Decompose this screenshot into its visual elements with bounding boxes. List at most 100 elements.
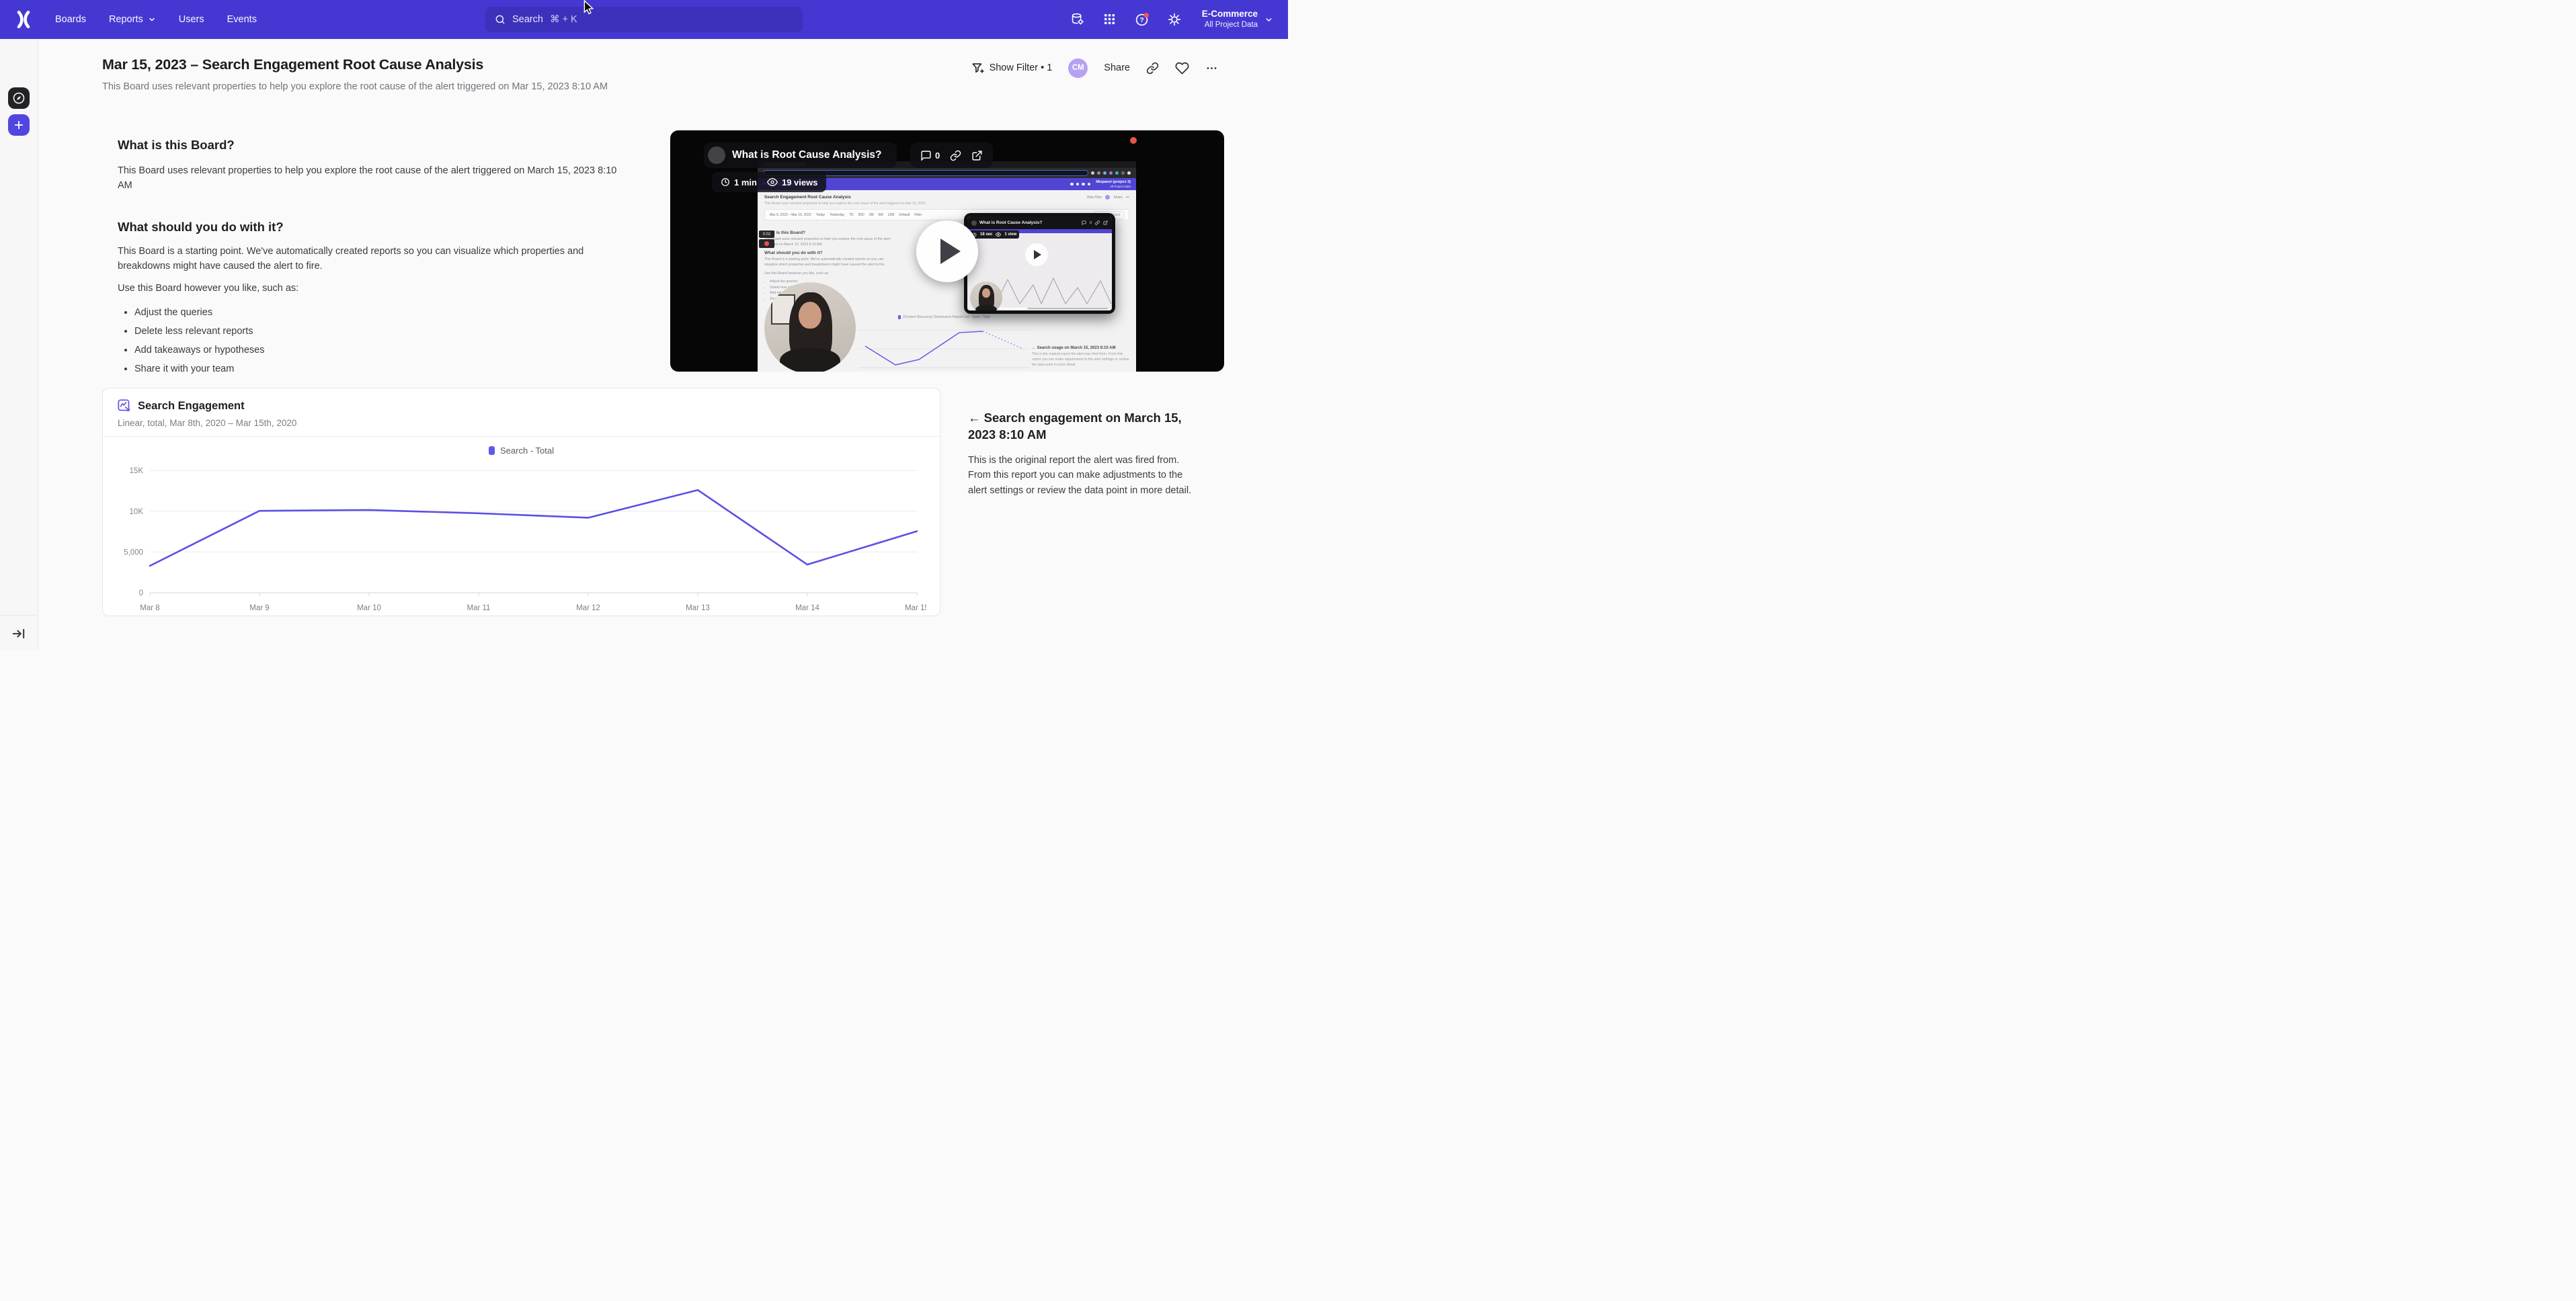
show-filter-button[interactable]: Show Filter • 1 — [971, 62, 1052, 74]
mixpanel-logo-icon[interactable] — [15, 11, 32, 28]
discover-boards-button[interactable] — [8, 87, 30, 109]
play-button[interactable] — [916, 220, 978, 282]
svg-text:Mar 15: Mar 15 — [905, 604, 926, 612]
svg-text:10K: 10K — [130, 508, 144, 516]
main-menu: Boards Reports Users Events — [55, 14, 257, 25]
engagement-chart: 0 5,000 10K 15K Mar 8 Mar 9 Mar 10 Mar 11 Mar 12… — [124, 467, 926, 612]
project-scope: All Project Data — [1204, 21, 1258, 30]
svg-text:Mar 10: Mar 10 — [357, 604, 381, 612]
svg-text:Mar 12: Mar 12 — [576, 604, 600, 612]
svg-text:Mar 11: Mar 11 — [467, 604, 491, 612]
compass-icon — [13, 92, 25, 104]
svg-text:Mar 13: Mar 13 — [686, 604, 710, 612]
nested-video-stats: 18 sec 1 view — [969, 230, 1020, 239]
board-controls: Show Filter • 1 CM Share — [971, 58, 1218, 78]
avatar[interactable]: CM — [1068, 58, 1088, 78]
link-icon — [1146, 62, 1159, 74]
mouse-cursor — [582, 0, 596, 15]
page-subtitle: This Board uses relevant properties to h… — [102, 81, 608, 92]
settings-gear-icon[interactable] — [1167, 12, 1182, 27]
heart-icon — [1175, 62, 1189, 74]
video-duration: 1 min — [721, 177, 757, 187]
svg-text:5,000: 5,000 — [124, 548, 143, 556]
chevron-down-icon — [1266, 17, 1272, 22]
legend-label: Search - Total — [500, 445, 554, 456]
video-title: What is Root Cause Analysis? — [732, 149, 882, 161]
presenter-webcam-small — [970, 282, 1002, 310]
chevron-down-icon — [149, 17, 155, 22]
svg-text:Mar 9: Mar 9 — [249, 604, 269, 612]
ellipsis-icon — [1207, 67, 1217, 69]
comment-icon — [1082, 220, 1086, 225]
nested-video-window: What is Root Cause Analysis? 0 18 sec 1 … — [964, 213, 1115, 314]
doc-paragraph-2: This Board is a starting point. We've au… — [118, 246, 584, 272]
side-note-heading: ← Search engagement on March 15, 2023 8:… — [968, 411, 1182, 442]
add-board-button[interactable] — [8, 114, 30, 136]
doc-paragraph-1: This Board uses relevant properties to h… — [118, 165, 617, 192]
share-button[interactable]: Share — [1104, 62, 1130, 73]
nav-item-users[interactable]: Users — [178, 14, 204, 25]
mini-avatar — [971, 220, 977, 226]
help-icon[interactable]: ? — [1135, 12, 1150, 27]
arrow-to-line-icon — [12, 628, 25, 639]
legend-swatch — [489, 446, 495, 455]
list-item: Add takeaways or hypotheses — [134, 343, 629, 358]
project-name: E-Commerce — [1201, 9, 1258, 19]
svg-text:0: 0 — [139, 589, 143, 597]
nested-progress-bar — [997, 307, 1108, 309]
recording-timer: 0:02 — [759, 230, 774, 238]
link-icon — [950, 150, 961, 161]
left-rail — [0, 39, 38, 650]
expand-sidebar-button[interactable] — [11, 626, 26, 641]
divider — [103, 436, 940, 437]
project-selector[interactable]: E-Commerce All Project Data — [1202, 9, 1273, 30]
video-actions: 0 — [910, 142, 994, 168]
chart-legend: Search - Total — [103, 445, 940, 456]
link-icon — [1095, 220, 1100, 225]
video-comments-button[interactable]: 0 — [920, 150, 940, 161]
mini-recording-toolbar: 0:02 — [759, 230, 774, 248]
eye-icon — [766, 177, 778, 187]
video-open-external-button[interactable] — [971, 150, 983, 161]
side-note-card: ← Search engagement on March 15, 2023 8:… — [968, 410, 1194, 498]
nav-item-reports[interactable]: Reports — [109, 14, 156, 25]
mini-board-subtitle: This Board uses relevant properties to h… — [764, 202, 926, 206]
eye-icon — [996, 232, 1002, 237]
svg-text:?: ? — [1139, 17, 1143, 24]
search-icon — [495, 15, 505, 24]
mini-board-title: Search Engagement Root Cause Analysis — [764, 195, 851, 200]
board-text-card: What is this Board? This Board uses rele… — [118, 138, 629, 376]
board-header: Mar 15, 2023 – Search Engagement Root Ca… — [102, 56, 707, 92]
plus-icon — [14, 120, 24, 130]
video-views: 19 views — [766, 177, 817, 187]
recording-indicator-dot — [1130, 137, 1137, 144]
video-copy-link-button[interactable] — [950, 150, 961, 161]
list-item: Delete less relevant reports — [134, 324, 629, 339]
nested-play-button[interactable] — [1025, 243, 1048, 266]
report-title: Search Engagement — [138, 399, 245, 412]
data-management-icon[interactable] — [1070, 12, 1085, 27]
apps-grid-icon[interactable] — [1102, 12, 1117, 27]
video-player[interactable]: Boards Reports Users Events Mixpanel (pr… — [670, 130, 1224, 372]
report-card-search-engagement[interactable]: Search Engagement Linear, total, Mar 8th… — [102, 388, 940, 616]
search-placeholder: Search — [512, 14, 543, 25]
nav-item-boards[interactable]: Boards — [55, 14, 86, 25]
copy-link-button[interactable] — [1146, 62, 1159, 75]
rail-divider — [0, 615, 38, 616]
filter-plus-icon — [971, 62, 984, 73]
search-shortcut: ⌘ + K — [549, 14, 577, 25]
svg-text:Mar 8: Mar 8 — [140, 604, 159, 612]
search-input[interactable]: Search ⌘ + K — [485, 7, 803, 32]
nav-item-events[interactable]: Events — [227, 14, 257, 25]
presenter-webcam — [764, 282, 856, 372]
nav-right-cluster: ? E-Commerce All Project Data — [1070, 9, 1273, 30]
side-note-body: This is the original report the alert wa… — [968, 454, 1192, 496]
doc-heading-1: What is this Board? — [118, 138, 235, 152]
mini-chart: [Content Discovery] Omnisearch Report Li… — [858, 315, 1030, 372]
video-author-avatar — [708, 146, 725, 164]
favorite-button[interactable] — [1175, 61, 1189, 75]
svg-text:Mar 14: Mar 14 — [795, 604, 819, 612]
doc-heading-2: What should you do with it? — [118, 220, 284, 235]
more-options-button[interactable] — [1205, 62, 1218, 75]
doc-bullet-list: Adjust the queries Delete less relevant … — [118, 305, 629, 376]
